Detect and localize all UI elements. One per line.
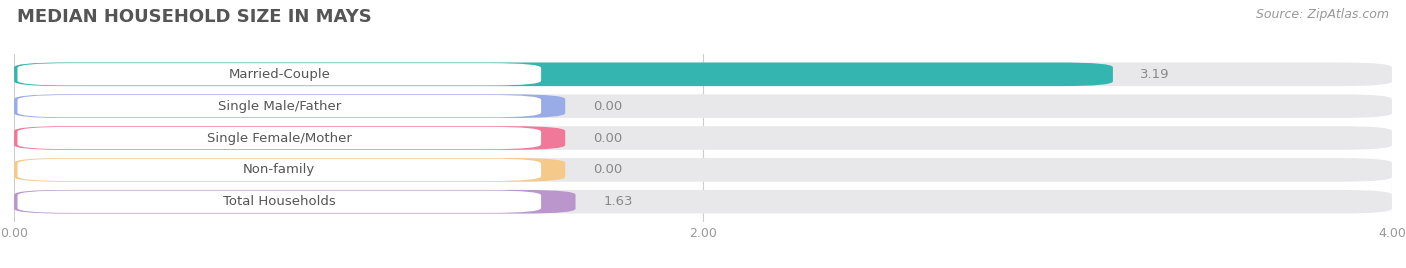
Text: 3.19: 3.19 [1140, 68, 1170, 81]
FancyBboxPatch shape [14, 94, 1392, 118]
FancyBboxPatch shape [14, 190, 1392, 214]
Text: Single Female/Mother: Single Female/Mother [207, 132, 352, 144]
FancyBboxPatch shape [14, 126, 565, 150]
Text: 0.00: 0.00 [593, 132, 621, 144]
Text: Single Male/Father: Single Male/Father [218, 100, 340, 113]
FancyBboxPatch shape [14, 190, 575, 214]
Text: Source: ZipAtlas.com: Source: ZipAtlas.com [1256, 8, 1389, 21]
Text: 0.00: 0.00 [593, 163, 621, 176]
FancyBboxPatch shape [17, 159, 541, 181]
Text: 0.00: 0.00 [593, 100, 621, 113]
FancyBboxPatch shape [14, 94, 565, 118]
Text: Non-family: Non-family [243, 163, 315, 176]
FancyBboxPatch shape [14, 62, 1114, 86]
Text: Married-Couple: Married-Couple [228, 68, 330, 81]
FancyBboxPatch shape [14, 126, 1392, 150]
FancyBboxPatch shape [14, 62, 1392, 86]
FancyBboxPatch shape [17, 95, 541, 117]
Text: MEDIAN HOUSEHOLD SIZE IN MAYS: MEDIAN HOUSEHOLD SIZE IN MAYS [17, 8, 371, 26]
Text: Total Households: Total Households [224, 195, 336, 208]
FancyBboxPatch shape [14, 158, 565, 182]
FancyBboxPatch shape [17, 191, 541, 213]
FancyBboxPatch shape [17, 127, 541, 149]
FancyBboxPatch shape [14, 158, 1392, 182]
FancyBboxPatch shape [17, 63, 541, 85]
Text: 1.63: 1.63 [603, 195, 633, 208]
